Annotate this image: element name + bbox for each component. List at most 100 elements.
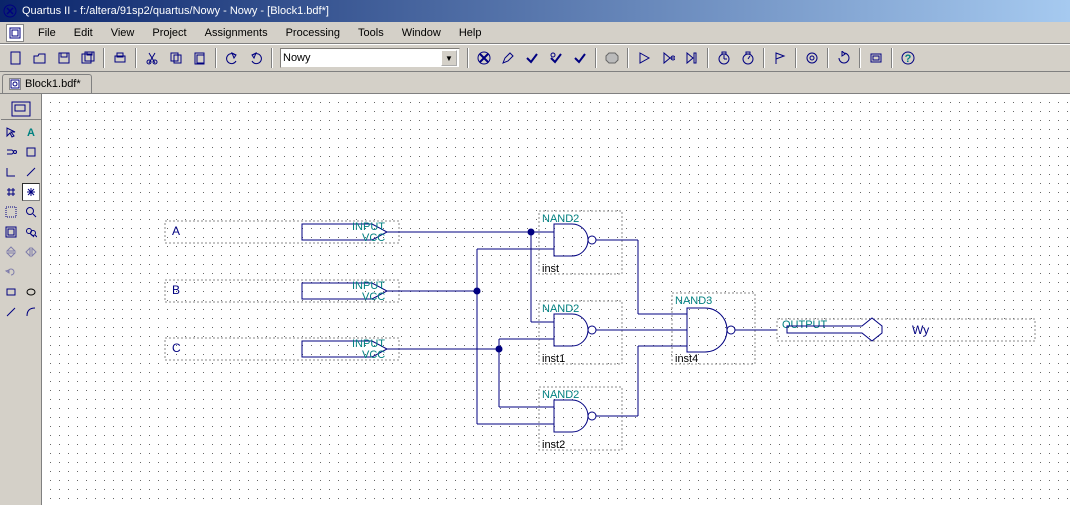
rubber-tool[interactable] [22, 183, 40, 201]
palette-header-icon [1, 98, 41, 120]
toolbar: ▼ ? [0, 44, 1070, 72]
input-pin-c[interactable]: C INPUT VCC [165, 338, 399, 361]
find-tool[interactable] [22, 223, 40, 241]
separator [891, 48, 893, 68]
tab-label: Block1.bdf* [25, 78, 81, 90]
stop-button[interactable] [601, 47, 623, 69]
separator [827, 48, 829, 68]
menu-project[interactable]: Project [144, 25, 194, 41]
skip-button[interactable] [681, 47, 703, 69]
line-tool[interactable] [2, 303, 20, 321]
menu-file[interactable]: File [30, 25, 64, 41]
svg-text:NAND2: NAND2 [542, 213, 579, 225]
svg-text:Wy: Wy [912, 323, 929, 337]
app-menu-icon[interactable] [6, 24, 24, 42]
output-pin-wy[interactable]: OUTPUT Wy [755, 318, 1035, 341]
play-button[interactable] [633, 47, 655, 69]
dropdown-icon[interactable]: ▼ [441, 50, 457, 66]
flag-button[interactable] [769, 47, 791, 69]
separator [795, 48, 797, 68]
magnify-tool[interactable] [22, 203, 40, 221]
separator [627, 48, 629, 68]
gate-nand2-inst1[interactable]: NAND2 inst1 [539, 301, 622, 365]
timer2-button[interactable] [737, 47, 759, 69]
saveall-button[interactable] [77, 47, 99, 69]
arc-tool[interactable] [22, 303, 40, 321]
svg-text:VCC: VCC [362, 291, 385, 303]
help-button[interactable]: ? [897, 47, 919, 69]
svg-text:?: ? [905, 53, 912, 65]
check-orange-button[interactable] [569, 47, 591, 69]
menu-processing[interactable]: Processing [278, 25, 348, 41]
target-button[interactable] [801, 47, 823, 69]
separator [859, 48, 861, 68]
sync-button[interactable] [833, 47, 855, 69]
arrow-tool[interactable] [2, 123, 20, 141]
svg-text:inst: inst [542, 263, 559, 275]
separator [595, 48, 597, 68]
diag-tool[interactable] [22, 163, 40, 181]
svg-text:NAND2: NAND2 [542, 303, 579, 315]
menu-help[interactable]: Help [451, 25, 490, 41]
svg-text:NAND2: NAND2 [542, 389, 579, 401]
svg-text:VCC: VCC [362, 349, 385, 361]
pencil-button[interactable] [497, 47, 519, 69]
input-pin-b[interactable]: B INPUT VCC [165, 280, 399, 303]
svg-text:A: A [27, 127, 35, 138]
symbol-tool[interactable] [2, 143, 20, 161]
copy-button[interactable] [165, 47, 187, 69]
step-button[interactable] [657, 47, 679, 69]
zoom-tool[interactable] [2, 203, 20, 221]
svg-text:VCC: VCC [362, 232, 385, 244]
menubar: File Edit View Project Assignments Proce… [0, 22, 1070, 44]
new-button[interactable] [5, 47, 27, 69]
x-button[interactable] [473, 47, 495, 69]
svg-text:OUTPUT: OUTPUT [782, 319, 828, 331]
menu-edit[interactable]: Edit [66, 25, 101, 41]
rotl-tool[interactable] [2, 263, 20, 281]
gate-nand3-inst4[interactable]: NAND3 inst4 [672, 293, 755, 365]
undo-button[interactable] [221, 47, 243, 69]
open-button[interactable] [29, 47, 51, 69]
svg-text:A: A [172, 224, 180, 238]
schematic-canvas[interactable]: A INPUT VCC B INPUT VCC C INPUT [42, 94, 1070, 505]
fliph-tool[interactable] [22, 243, 40, 261]
ortho-tool[interactable] [2, 163, 20, 181]
cut-button[interactable] [141, 47, 163, 69]
block-tool[interactable] [22, 143, 40, 161]
menu-window[interactable]: Window [394, 25, 449, 41]
document-icon [9, 78, 21, 90]
device-button[interactable] [865, 47, 887, 69]
wires [399, 229, 539, 425]
titlebar: Quartus II - f:/altera/91sp2/quartus/Now… [0, 0, 1070, 22]
separator [763, 48, 765, 68]
print-button[interactable] [109, 47, 131, 69]
conduit-tool[interactable] [2, 183, 20, 201]
check-green-button[interactable] [521, 47, 543, 69]
rect-tool[interactable] [2, 283, 20, 301]
separator [103, 48, 105, 68]
tabbar: Block1.bdf* [0, 72, 1070, 94]
input-pin-a[interactable]: A INPUT VCC [165, 221, 399, 244]
app-icon [2, 3, 18, 19]
flipv-tool[interactable] [2, 243, 20, 261]
oval-tool[interactable] [22, 283, 40, 301]
gate-nand2-inst2[interactable]: NAND2 inst2 [539, 387, 622, 451]
svg-text:C: C [172, 341, 181, 355]
redo-button[interactable] [245, 47, 267, 69]
menu-assignments[interactable]: Assignments [197, 25, 276, 41]
menu-view[interactable]: View [103, 25, 143, 41]
paste-button[interactable] [189, 47, 211, 69]
save-button[interactable] [53, 47, 75, 69]
menu-tools[interactable]: Tools [350, 25, 392, 41]
separator [271, 48, 273, 68]
document-tab[interactable]: Block1.bdf* [2, 74, 92, 93]
rotr-tool[interactable] [22, 263, 40, 281]
project-combo-input[interactable] [283, 52, 441, 64]
project-combo[interactable]: ▼ [280, 48, 460, 68]
text-tool[interactable]: A [22, 123, 40, 141]
fullscreen-tool[interactable] [2, 223, 20, 241]
gate-nand2-inst[interactable]: NAND2 inst [539, 211, 622, 275]
timer1-button[interactable] [713, 47, 735, 69]
check-blue-button[interactable] [545, 47, 567, 69]
